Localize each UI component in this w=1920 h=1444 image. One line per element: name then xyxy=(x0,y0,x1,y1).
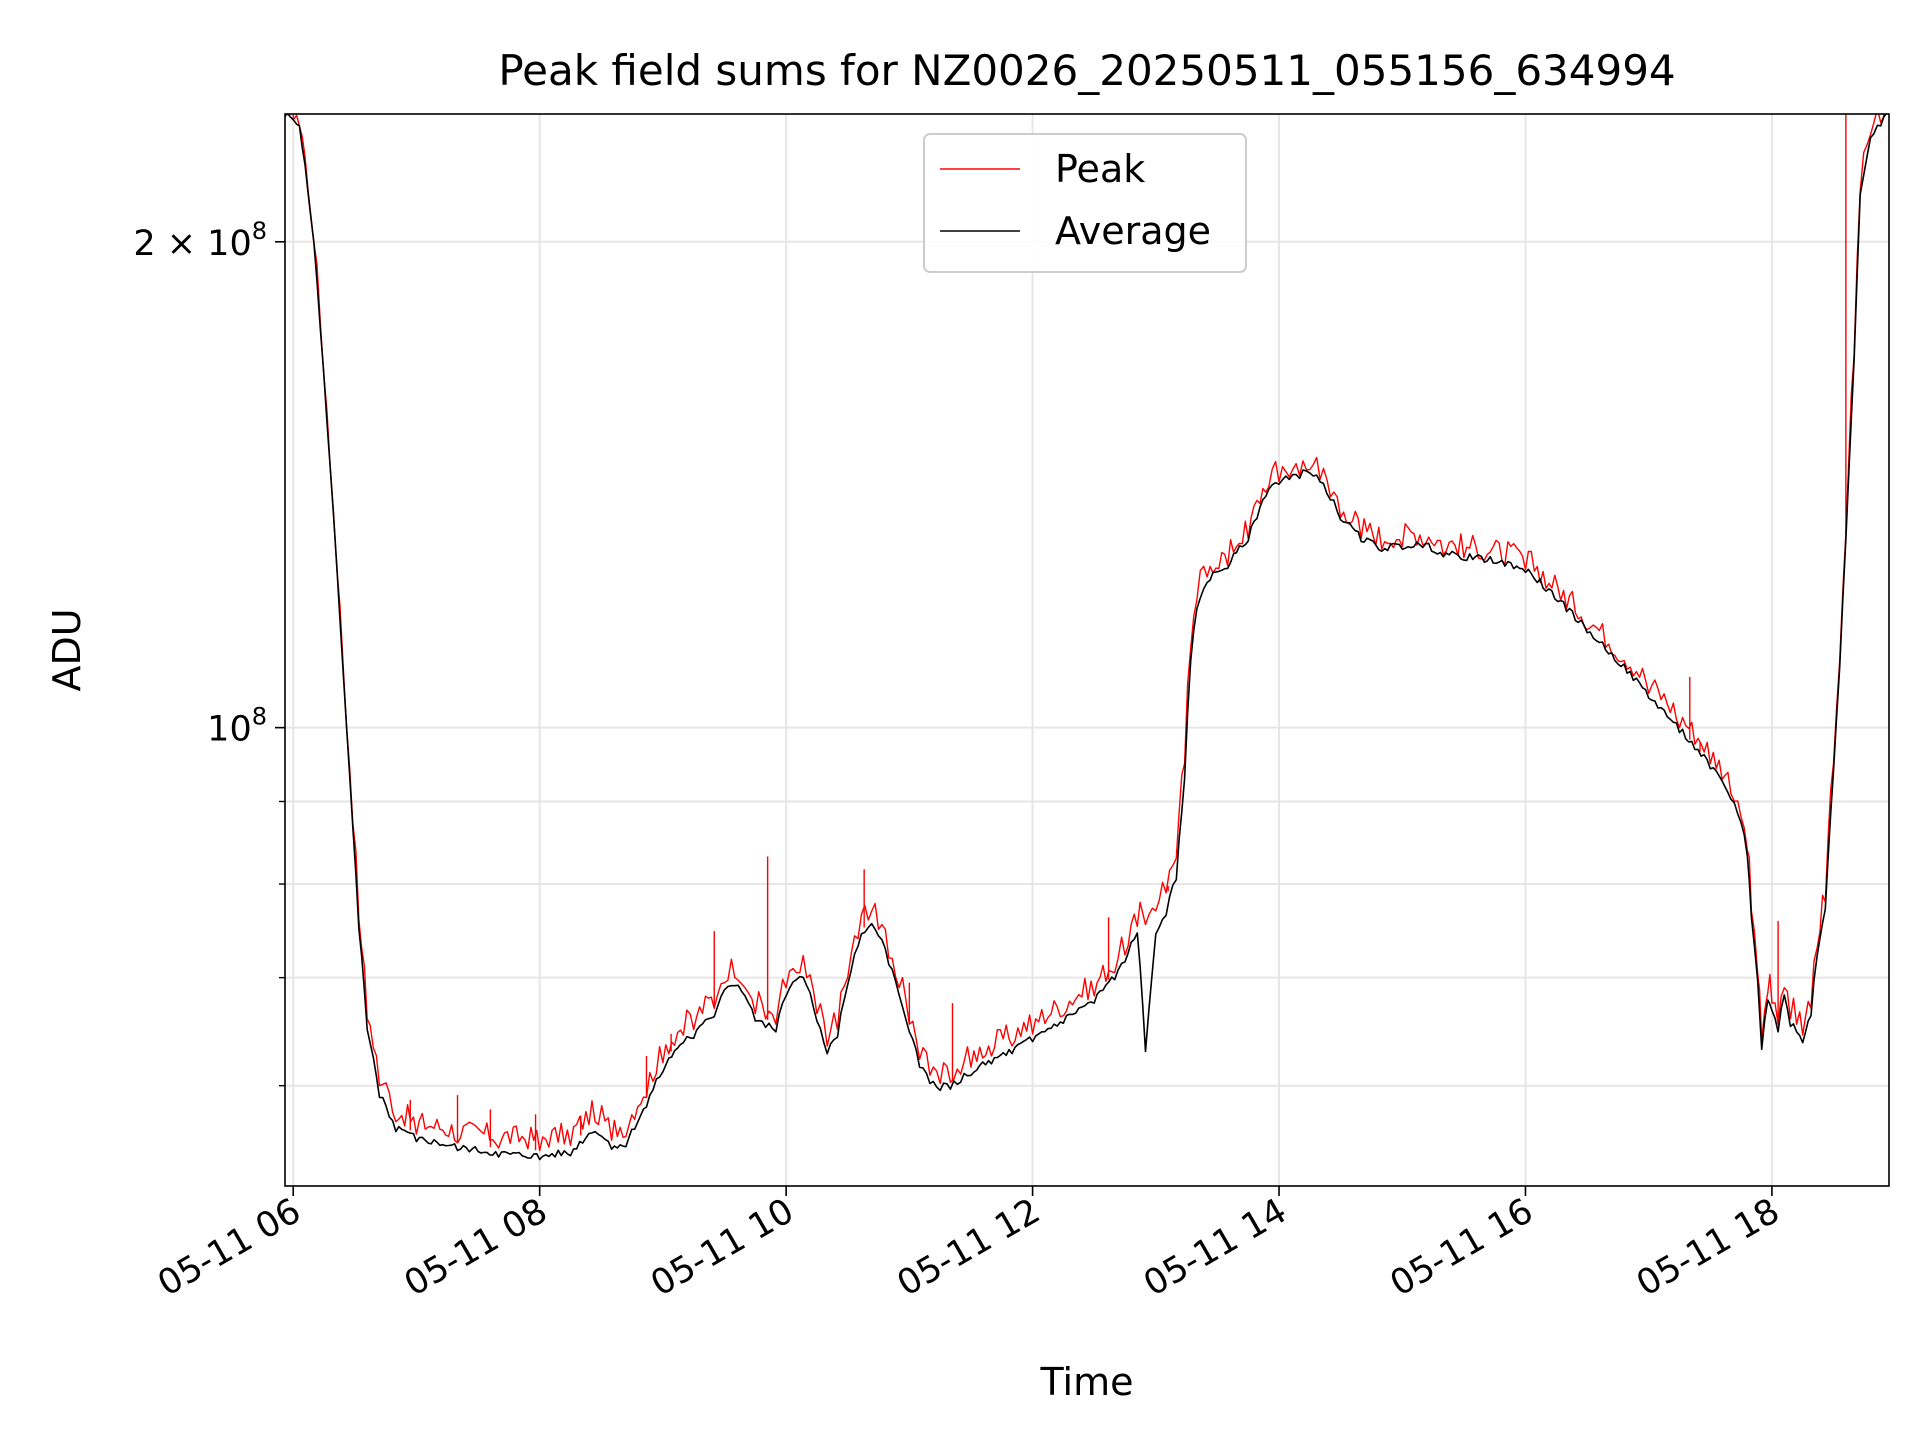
average-series-line xyxy=(285,114,1889,1161)
chart-title: Peak field sums for NZ0026_20250511_0551… xyxy=(498,46,1675,95)
plot-frame xyxy=(284,113,1890,1187)
y-axis-label: ADU xyxy=(45,608,89,691)
grid-lines xyxy=(285,114,1889,1186)
peak-series-line xyxy=(285,114,1889,1152)
legend: Peak Average xyxy=(923,133,1247,273)
y-axis: 108 2 × 108 xyxy=(133,217,285,1087)
legend-average-label: Average xyxy=(1055,209,1211,253)
y-tick-label: 108 xyxy=(207,703,267,750)
y-tick-label: 2 × 108 xyxy=(133,217,267,264)
x-axis-label: Time xyxy=(1040,1360,1134,1404)
legend-peak-label: Peak xyxy=(1055,147,1145,191)
series-layer xyxy=(285,114,1889,1161)
